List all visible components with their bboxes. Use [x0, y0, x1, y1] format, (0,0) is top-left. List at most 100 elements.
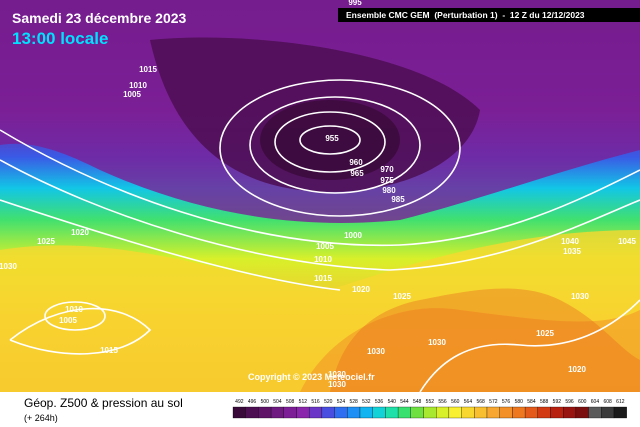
- map-field: [0, 0, 640, 392]
- legend-swatch: [588, 406, 602, 419]
- legend-label: 532: [362, 399, 371, 405]
- isobar-label: 1020: [352, 285, 370, 294]
- isobar-label: 1010: [65, 305, 83, 314]
- isobar-label: 1005: [316, 242, 334, 251]
- legend-swatch: [245, 406, 259, 419]
- legend: 492 496 500 504 508 512 516 520 524 528 532 536 540 5…: [232, 399, 627, 419]
- legend-label: 600: [578, 399, 587, 405]
- time-title: 13:00 locale: [12, 29, 108, 48]
- isobar-label: 1030: [367, 347, 385, 356]
- legend-swatch: [372, 406, 386, 419]
- legend-swatch: [486, 406, 500, 419]
- isobar-label: 985: [391, 195, 405, 204]
- isobar-label: 1025: [536, 329, 554, 338]
- isobar-label: 975: [380, 176, 394, 185]
- legend-label: 584: [527, 399, 536, 405]
- legend-label: 516: [311, 399, 320, 405]
- lead-time: (+ 264h): [24, 413, 58, 423]
- legend-label: 536: [375, 399, 384, 405]
- legend-swatch: [283, 406, 297, 419]
- legend-swatch: [550, 406, 564, 419]
- legend-swatch: [296, 406, 310, 419]
- legend-label: 544: [400, 399, 409, 405]
- legend-swatch: [613, 406, 627, 419]
- legend-label: 504: [273, 399, 282, 405]
- isobar-label: 965: [350, 169, 364, 178]
- isobar-label: 1020: [568, 365, 586, 374]
- legend-swatch: [270, 406, 284, 419]
- legend-swatch: [423, 406, 437, 419]
- isobar-label: 1040: [561, 237, 579, 246]
- legend-swatch: [448, 406, 462, 419]
- legend-swatch: [385, 406, 399, 419]
- run-info: Ensemble CMC GEM (Perturbation 1) - 12 Z…: [346, 10, 585, 20]
- legend-swatch: [359, 406, 373, 419]
- legend-label: 572: [489, 399, 498, 405]
- legend-swatch: [537, 406, 551, 419]
- product-title: Géop. Z500 & pression au sol: [24, 396, 183, 410]
- legend-swatch: [321, 406, 335, 419]
- legend-swatch: [309, 406, 323, 419]
- legend-label: 568: [476, 399, 485, 405]
- legend-label: 604: [591, 399, 600, 405]
- isobar-label: 1030: [328, 380, 346, 389]
- isobar-label: 1025: [37, 237, 55, 246]
- isobar-label: 1045: [618, 237, 636, 246]
- legend-label: 548: [413, 399, 422, 405]
- legend-label: 540: [388, 399, 397, 405]
- isobar-label: 1000: [344, 231, 362, 240]
- isobar-label: 1020: [71, 228, 89, 237]
- legend-label: 564: [464, 399, 473, 405]
- isobar-label: 995: [348, 0, 362, 7]
- legend-label: 524: [337, 399, 346, 405]
- isobar-label: 1030: [0, 262, 17, 271]
- legend-label: 520: [324, 399, 333, 405]
- legend-swatch: [474, 406, 488, 419]
- isobar-label: 1030: [428, 338, 446, 347]
- legend-swatch: [563, 406, 577, 419]
- isobar-label: 970: [380, 165, 394, 174]
- legend-label: 592: [553, 399, 562, 405]
- isobar-label: 1005: [59, 316, 77, 325]
- legend-swatch: [461, 406, 475, 419]
- legend-label: 596: [565, 399, 574, 405]
- legend-swatch: [499, 406, 513, 419]
- legend-label: 576: [502, 399, 511, 405]
- isobar-label: 1015: [139, 65, 157, 74]
- legend-swatch: [601, 406, 615, 419]
- isobar-label: 1010: [314, 255, 332, 264]
- legend-label: 500: [261, 399, 270, 405]
- legend-label: 512: [299, 399, 308, 405]
- legend-swatch: [436, 406, 450, 419]
- legend-label: 580: [515, 399, 524, 405]
- legend-swatch: [524, 406, 538, 419]
- legend-swatch: [512, 406, 526, 419]
- legend-swatch: [232, 406, 246, 419]
- isobars: [0, 79, 640, 393]
- date-title: Samedi 23 décembre 2023: [12, 10, 187, 26]
- isobar-label: 955: [325, 134, 339, 143]
- legend-label: 528: [349, 399, 358, 405]
- legend-swatch: [575, 406, 589, 419]
- legend-label: 552: [426, 399, 435, 405]
- isobar-label: 1030: [571, 292, 589, 301]
- legend-label: 556: [438, 399, 447, 405]
- legend-label: 508: [286, 399, 295, 405]
- legend-label: 608: [603, 399, 612, 405]
- legend-label: 492: [235, 399, 244, 405]
- legend-label: 496: [248, 399, 257, 405]
- isobar-label: 1005: [123, 90, 141, 99]
- legend-label: 612: [616, 399, 625, 405]
- legend-swatch: [347, 406, 361, 419]
- isobar-label: 1015: [100, 346, 118, 355]
- legend-label: 588: [540, 399, 549, 405]
- legend-label: 560: [451, 399, 460, 405]
- legend-swatch: [334, 406, 348, 419]
- legend-swatch: [410, 406, 424, 419]
- isobar-label: 980: [382, 186, 396, 195]
- isobar-label: 1035: [563, 247, 581, 256]
- isobar-label: 1015: [314, 274, 332, 283]
- run-banner: [338, 8, 640, 22]
